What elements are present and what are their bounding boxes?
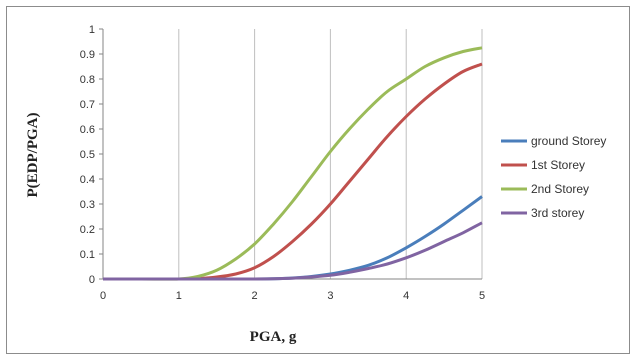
legend-layer: ground Storey 1st Storey 2nd Storey 3rd sto… [501, 134, 606, 220]
series-line-1st-storey [103, 62, 483, 281]
y-tick-label: 1 [89, 24, 95, 36]
y-tick-label: 0.4 [80, 174, 95, 186]
y-axis-title: P(EDP/PGA) [25, 113, 41, 198]
y-tick-label: 0.3 [80, 199, 95, 211]
series-line-2nd-storey [103, 46, 483, 281]
y-tick-label: 0 [89, 274, 95, 286]
x-tick-label: 0 [100, 290, 106, 302]
legend-label-3rd-storey: 3rd storey [531, 206, 584, 220]
y-tick-label: 0.8 [80, 74, 95, 86]
legend-label-2nd-storey: 2nd Storey [531, 182, 589, 196]
y-tick-label: 0.6 [80, 124, 95, 136]
legend-label-ground-storey: ground Storey [531, 134, 606, 148]
y-tick-label: 0.1 [80, 249, 95, 261]
x-axis-title: PGA, g [250, 329, 297, 345]
x-tick-label: 2 [252, 290, 258, 302]
y-tick-label: 0.2 [80, 224, 95, 236]
legend-label-1st-storey: 1st Storey [531, 158, 585, 172]
series-line-ground-storey [103, 195, 483, 281]
axis-layer: 0 1 2 3 4 5 0 0.1 0.2 0.3 0.4 0.5 0.6 0.7 0.8 0.9 1 [80, 24, 485, 302]
x-tick-label: 5 [479, 290, 485, 302]
y-tick-label: 0.5 [80, 149, 95, 161]
chart-svg: 0 1 2 3 4 5 0 0.1 0.2 0.3 0.4 0.5 0.6 0.7 0.8 0.9 1 grou… [25, 24, 606, 345]
chart-frame: 0 1 2 3 4 5 0 0.1 0.2 0.3 0.4 0.5 0.6 0.7 0.8 0.9 1 grou… [6, 6, 630, 354]
x-tick-label: 3 [327, 290, 333, 302]
y-tick-label: 0.7 [80, 99, 95, 111]
x-tick-label: 1 [176, 290, 182, 302]
y-tick-label: 0.9 [80, 49, 95, 61]
series-line-3rd-storey [103, 221, 483, 281]
x-tick-label: 4 [403, 290, 409, 302]
series-layer [103, 46, 483, 281]
